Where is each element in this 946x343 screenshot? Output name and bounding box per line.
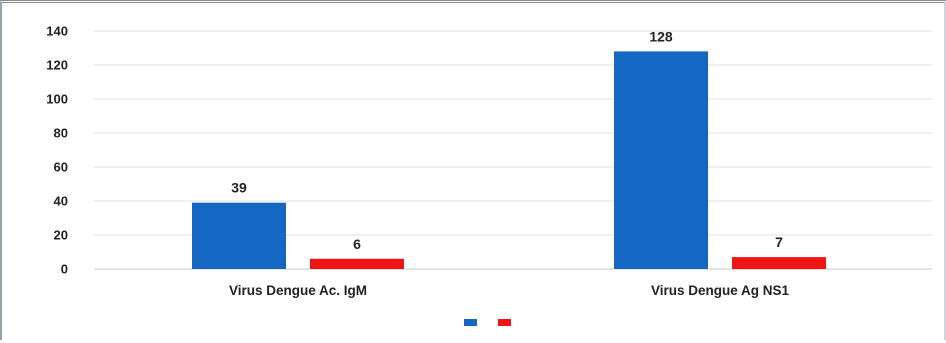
bar-s1-c1: [732, 257, 826, 269]
data-label-s0-c1: 128: [649, 28, 673, 44]
bar-s0-c0: [192, 202, 286, 269]
category-label-1: Virus Dengue Ag NS1: [651, 283, 790, 298]
bar-s0-c1: [614, 51, 708, 270]
y-tick-label-60: 60: [54, 160, 68, 175]
y-tick-label-0: 0: [61, 262, 68, 277]
y-tick-label-20: 20: [54, 228, 68, 243]
y-tick-label-80: 80: [54, 126, 68, 141]
y-tick-label-40: 40: [54, 194, 68, 209]
bar-chart: 0 20 40 60 80 100 120 140 39 6 Virus Dengue Ac. Ig…: [46, 24, 932, 326]
legend-swatch-0: [464, 319, 477, 326]
data-label-s1-c0: 6: [353, 236, 361, 252]
data-label-s1-c1: 7: [775, 234, 783, 250]
y-tick-label-140: 140: [46, 24, 68, 39]
bar-s1-c0: [310, 258, 404, 269]
category-label-0: Virus Dengue Ac. IgM: [229, 283, 367, 298]
data-label-s0-c0: 39: [231, 180, 247, 196]
y-tick-label-100: 100: [46, 92, 68, 107]
y-tick-label-120: 120: [46, 58, 68, 73]
legend-swatch-1: [498, 319, 511, 326]
